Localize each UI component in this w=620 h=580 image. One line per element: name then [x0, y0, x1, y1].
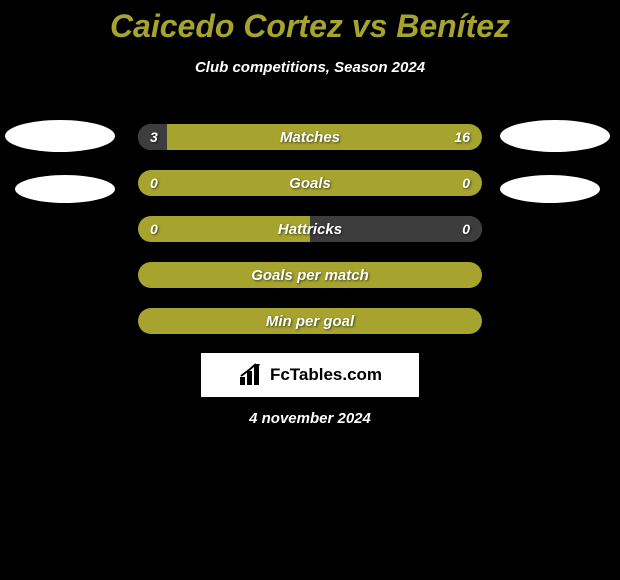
page-subtitle: Club competitions, Season 2024	[0, 59, 620, 76]
stat-left-value: 3	[150, 124, 158, 150]
avatar-player-1a	[5, 120, 115, 152]
stat-row: Goals per match	[138, 262, 482, 288]
avatar-player-1b	[15, 175, 115, 203]
stats-rows: Matches316Goals00Hattricks00Goals per ma…	[138, 124, 482, 354]
stat-row: Matches3 16	[138, 124, 482, 150]
stat-left-value: 0	[150, 216, 158, 242]
stat-right-value: 16	[454, 124, 470, 150]
stat-label: Matches	[138, 124, 482, 150]
stat-label: Goals per match	[138, 262, 482, 288]
stat-label: Goals	[138, 170, 482, 196]
stat-row: Goals0 0	[138, 170, 482, 196]
stat-left-value: 0	[150, 170, 158, 196]
stat-label: Min per goal	[138, 308, 482, 334]
avatar-player-2a	[500, 120, 610, 152]
date-text: 4 november 2024	[0, 410, 620, 427]
brand-chart-icon	[238, 363, 266, 387]
stat-row: Hattricks0 0	[138, 216, 482, 242]
stat-right-value: 0	[462, 216, 470, 242]
page-title: Caicedo Cortez vs Benítez	[0, 0, 620, 45]
avatar-player-2b	[500, 175, 600, 203]
stat-row: Min per goal	[138, 308, 482, 334]
stat-label: Hattricks	[138, 216, 482, 242]
brand-text: FcTables.com	[270, 365, 382, 385]
stat-right-value: 0	[462, 170, 470, 196]
brand-badge: FcTables.com	[201, 353, 419, 397]
